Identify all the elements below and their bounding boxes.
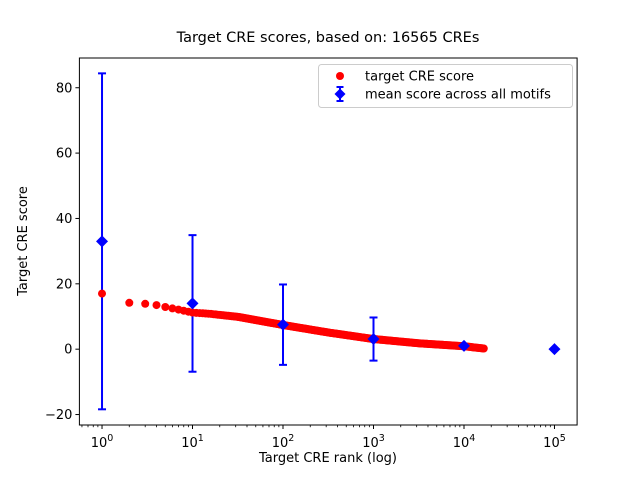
legend-diamond-errorbar-icon: [334, 86, 346, 102]
target-cre-dot: [98, 289, 106, 298]
y-tick-label: −20: [45, 408, 72, 423]
mean-score-diamonds: [96, 235, 561, 356]
y-ticks: [75, 87, 80, 416]
legend-entry-target: target CRE score: [365, 70, 474, 85]
target-cre-dot: [168, 304, 177, 313]
x-tick-labels: 100 101 102 103 104 105: [91, 433, 566, 451]
legend-circle-icon: [336, 72, 344, 80]
target-score-dots: [98, 289, 488, 353]
y-axis-label: Target CRE score: [16, 186, 31, 297]
target-cre-dot: [161, 303, 170, 311]
target-cre-dot: [141, 299, 150, 308]
y-tick-label: 60: [56, 147, 73, 162]
y-tick-label: 40: [56, 212, 73, 227]
target-cre-dot: [479, 344, 488, 353]
x-tick-label: 103: [362, 433, 385, 451]
y-tick-labels: −20 0 20 40 60 80: [45, 81, 72, 423]
x-tick-label: 105: [543, 433, 566, 451]
x-tick-label: 100: [91, 433, 114, 451]
mean-score-diamond: [548, 343, 561, 356]
legend-box: [318, 64, 573, 108]
x-major-ticks: [101, 425, 555, 429]
y-tick-label: 80: [56, 81, 73, 96]
plot-area: [78, 57, 578, 426]
mean-score-diamond: [277, 318, 290, 331]
y-tick-label: 0: [64, 343, 72, 358]
chart-title: Target CRE scores, based on: 16565 CREs: [176, 30, 480, 46]
mean-score-diamond: [367, 333, 380, 346]
target-cre-dot: [152, 301, 161, 310]
mean-score-diamond: [186, 297, 199, 310]
y-tick-label: 20: [56, 277, 73, 292]
x-axis-label: Target CRE rank (log): [258, 451, 397, 466]
mean-score-diamond: [96, 235, 109, 248]
x-tick-label: 102: [272, 433, 295, 451]
mean-score-diamond: [457, 339, 470, 352]
legend: target CRE score mean score across all m…: [318, 64, 573, 108]
x-minor-ticks: [81, 425, 551, 428]
x-tick-label: 104: [453, 433, 476, 451]
x-tick-label: 101: [181, 433, 204, 451]
target-cre-dot: [125, 298, 134, 307]
legend-entry-mean: mean score across all motifs: [365, 88, 551, 103]
